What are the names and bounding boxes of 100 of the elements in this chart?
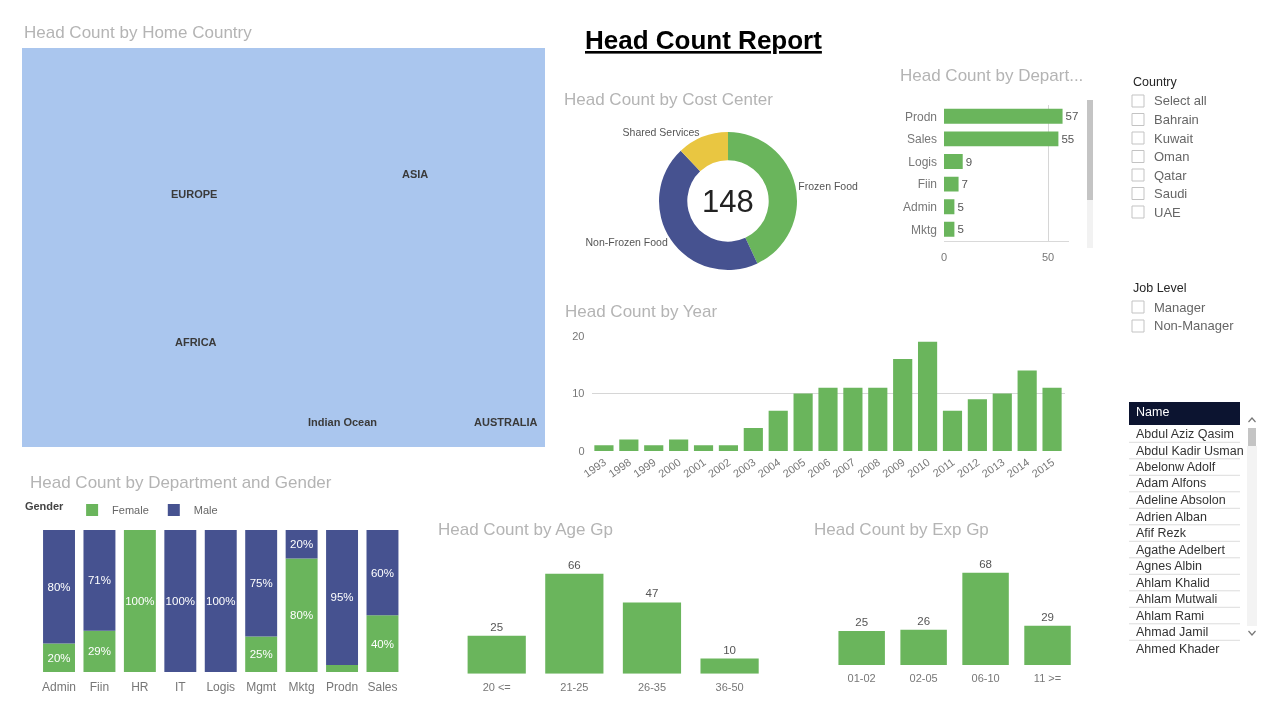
bar — [366, 530, 399, 616]
text: Name — [1136, 405, 1170, 419]
x-tick-label: 01-02 — [847, 672, 876, 684]
text: Country — [1133, 75, 1178, 89]
chart-title: Head Count by Cost Center — [564, 90, 774, 109]
x-tick-label: Mgmt — [246, 680, 277, 694]
text: Ahlam Khalid — [1136, 576, 1210, 590]
bar — [793, 393, 813, 451]
data-label: 66 — [567, 558, 581, 571]
text: Adam Alfons — [1136, 476, 1207, 490]
x-tick-label: 21-25 — [560, 680, 589, 693]
bar — [366, 615, 399, 672]
text: ASIA — [402, 168, 429, 180]
text: Agathe Adelbert — [1136, 543, 1226, 557]
data-label: 25 — [855, 616, 869, 629]
legend-title: Gender — [24, 499, 65, 512]
data-label: 80% — [47, 580, 71, 593]
data-label: 20% — [47, 651, 71, 664]
x-tick-label: 2011 — [930, 455, 957, 480]
chart-title: Head Count by Exp Gp — [814, 520, 989, 539]
data-label: 75% — [249, 577, 273, 590]
data-label: 5 — [957, 223, 964, 236]
data-label: 25 — [490, 620, 504, 633]
text: Head Count Report — [585, 25, 823, 55]
x-tick-label: 02-05 — [909, 672, 938, 684]
bar — [693, 445, 714, 451]
data-label: 29% — [87, 645, 111, 658]
bar — [838, 631, 885, 665]
bar — [944, 108, 1063, 124]
x-tick-label: IT — [174, 680, 187, 694]
y-tick-label: 20 — [572, 329, 585, 342]
slice-label: Frozen Food — [798, 179, 859, 192]
bar — [917, 341, 938, 451]
legend-label: Male — [193, 504, 218, 517]
text: AFRICA — [175, 336, 217, 348]
bar — [818, 387, 838, 451]
bar — [718, 445, 739, 451]
bar — [43, 530, 75, 644]
data-label: 55 — [1061, 132, 1075, 145]
text: Indian Ocean — [308, 416, 378, 428]
bar — [644, 445, 664, 451]
bar — [992, 393, 1012, 451]
bar — [843, 387, 863, 451]
text: Job Level — [1133, 281, 1187, 295]
bar — [700, 658, 759, 674]
text: Abdul Kadir Usman — [1136, 444, 1244, 458]
x-tick-label: 06-10 — [971, 672, 1000, 684]
x-tick-label: 50 — [1041, 250, 1055, 263]
bar — [944, 154, 963, 169]
bar — [245, 530, 278, 637]
x-tick-label: 26-35 — [637, 680, 667, 693]
x-tick-label: Sales — [367, 680, 398, 694]
data-label: 10 — [723, 643, 736, 656]
data-label: 7 — [961, 178, 968, 191]
bar — [83, 530, 116, 631]
y-tick-label: 0 — [578, 444, 585, 457]
bar — [83, 630, 116, 672]
text: Ahmad Jamil — [1136, 625, 1209, 639]
data-label: 20% — [290, 538, 314, 551]
data-label: 80% — [290, 609, 314, 622]
y-tick-label: Mktg — [910, 222, 937, 237]
bar — [285, 558, 318, 672]
bar — [944, 176, 959, 192]
bar — [967, 399, 987, 451]
data-label: 29 — [1041, 610, 1054, 623]
bar — [123, 530, 156, 672]
bar — [1042, 387, 1062, 451]
bar — [743, 428, 763, 451]
bar — [619, 439, 639, 451]
data-label: 95% — [330, 591, 354, 604]
x-tick-label: 20 <= — [482, 680, 511, 693]
data-label: 60% — [370, 566, 394, 579]
data-label: 100% — [125, 595, 155, 607]
bar — [622, 602, 682, 674]
text: Ahlam Mutwali — [1136, 592, 1218, 606]
bar — [164, 530, 197, 672]
y-tick-label: Logis — [908, 154, 937, 169]
text: AUSTRALIA — [474, 416, 538, 428]
text: Adeline Absolon — [1136, 493, 1226, 507]
data-label: 40% — [370, 637, 394, 650]
x-tick-label: 11 >= — [1033, 672, 1062, 684]
bar — [545, 573, 604, 674]
text: UAE — [1154, 205, 1182, 220]
bar — [962, 572, 1009, 665]
data-label: 47 — [645, 587, 659, 600]
text: Abdul Aziz Qasim — [1136, 427, 1234, 441]
bar — [868, 387, 888, 451]
y-tick-label: 10 — [572, 387, 585, 400]
bar — [326, 664, 359, 672]
bar — [944, 131, 1059, 147]
chart-title: Head Count by Depart... — [900, 66, 1084, 85]
text: Ahlam Rami — [1136, 609, 1205, 623]
bar — [1024, 625, 1071, 665]
text: Bahrain — [1154, 112, 1199, 127]
bar — [944, 221, 955, 237]
text: Kuwait — [1154, 131, 1194, 146]
x-tick-label: HR — [131, 680, 149, 694]
slice-label: Shared Services — [622, 125, 700, 138]
data-label: 26 — [917, 614, 931, 627]
text: Select all — [1154, 93, 1207, 108]
